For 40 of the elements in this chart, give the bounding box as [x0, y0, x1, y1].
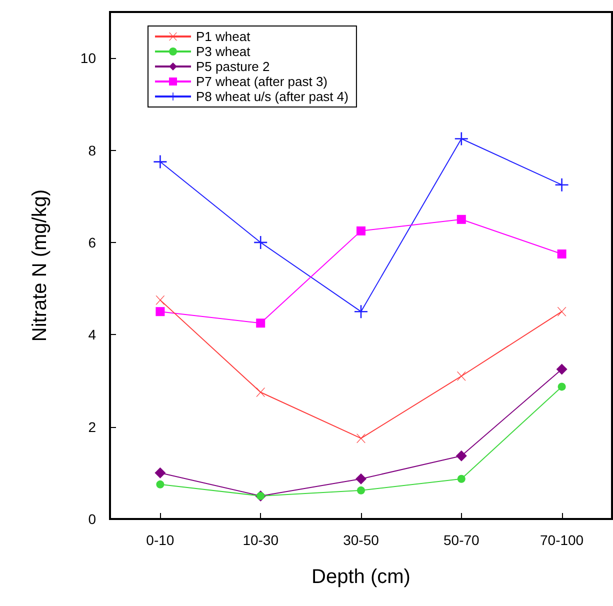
x-tick-label: 50-70: [443, 532, 480, 548]
point: [456, 214, 466, 224]
point: [356, 473, 366, 484]
point: [456, 372, 466, 381]
y-tick-label: 10: [80, 50, 96, 66]
y-tick-label: 8: [88, 142, 96, 158]
point: [154, 155, 167, 168]
point: [454, 132, 468, 146]
legend-label: P5 pasture 2: [196, 59, 270, 74]
legend-label: P7 wheat (after past 3): [196, 74, 328, 89]
point: [256, 388, 266, 397]
point: [557, 249, 566, 258]
point: [156, 307, 165, 316]
point: [555, 178, 568, 192]
x-tick-label: 30-50: [343, 532, 380, 548]
y-tick-label: 0: [88, 511, 96, 527]
point: [357, 486, 365, 494]
point: [558, 382, 566, 391]
x-tick-label: 0-10: [146, 532, 174, 548]
x-tick-label: 10-30: [242, 532, 279, 548]
y-tick-label: 2: [88, 418, 96, 435]
x-axis-title: Depth (cm): [312, 566, 410, 588]
y-axis-title: Nitrate N (mg/kg): [29, 189, 51, 342]
legend-label: P8 wheat u/s (after past 4): [196, 89, 348, 104]
point: [356, 226, 366, 236]
point: [256, 318, 266, 328]
point: [456, 450, 467, 462]
point: [556, 364, 568, 375]
x-tick-label: 70-100: [540, 532, 584, 548]
point: [557, 307, 566, 316]
point: [254, 236, 268, 249]
point: [154, 467, 166, 478]
legend-label: P1 wheat: [196, 29, 251, 44]
point: [356, 434, 366, 443]
legend-label: P3 wheat: [196, 44, 251, 59]
y-tick-label: 6: [88, 234, 96, 250]
y-tick-label: 4: [88, 326, 96, 343]
point: [457, 474, 466, 483]
point: [156, 296, 165, 305]
point: [156, 480, 164, 488]
